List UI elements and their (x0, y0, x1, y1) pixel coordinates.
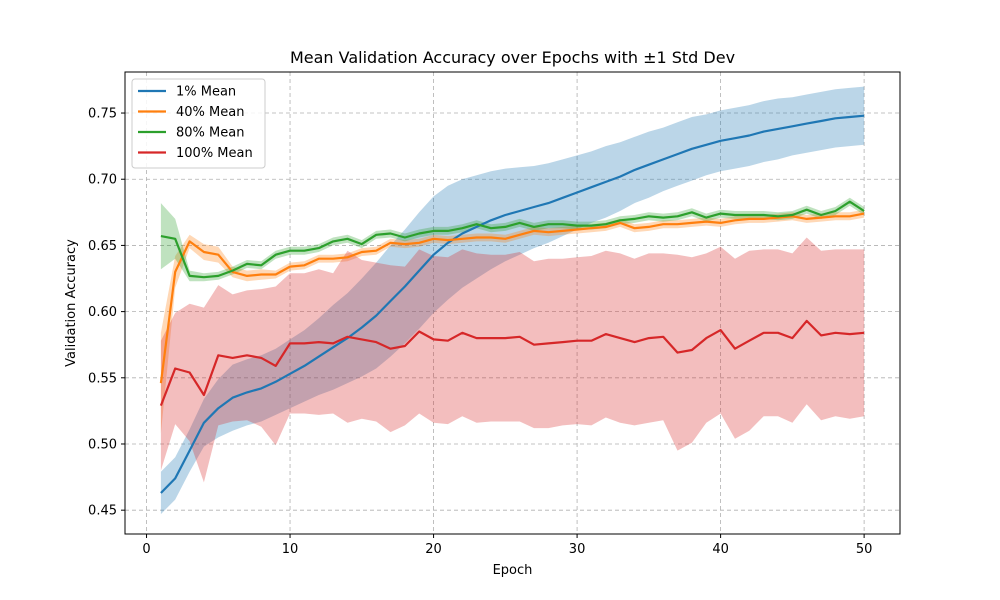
series-line-80pct-mean (160, 200, 865, 279)
series-lines (159, 114, 865, 494)
y-tick-label: 0.45 (88, 504, 117, 519)
y-axis-label: Validation Accuracy (64, 239, 79, 367)
y-tick-label: 0.50 (88, 437, 117, 452)
legend-label-100pct-mean: 100% Mean (176, 146, 253, 161)
legend-label-1pct-mean: 1% Mean (176, 85, 236, 100)
std-band-80pct-mean (160, 197, 865, 282)
y-tick-label: 0.60 (88, 305, 117, 320)
std-band-1pct-mean (160, 86, 865, 515)
legend-label-40pct-mean: 40% Mean (176, 105, 244, 120)
y-tick-label: 0.55 (88, 371, 117, 386)
legend-label-80pct-mean: 80% Mean (176, 126, 244, 141)
series-line-1pct-mean (160, 114, 865, 494)
x-tick-label: 0 (142, 542, 150, 557)
axis-ticks: 0 10 20 30 40 50 0.45 0.50 0.55 0.60 0.65 0.70 0.75 (88, 107, 872, 557)
x-tick-label: 50 (856, 542, 873, 557)
std-band-100pct-mean (160, 237, 865, 483)
series-line-100pct-mean (159, 319, 865, 406)
x-tick-label: 20 (425, 542, 442, 557)
grid-lines (125, 72, 900, 534)
y-tick-label: 0.65 (88, 239, 117, 254)
chart-title: Mean Validation Accuracy over Epochs wit… (290, 48, 735, 67)
x-tick-label: 40 (712, 542, 729, 557)
plot-frame (124, 71, 901, 535)
y-tick-label: 0.75 (88, 107, 117, 122)
x-tick-label: 10 (282, 542, 299, 557)
x-axis-label: Epoch (493, 563, 533, 578)
legend-box (131, 78, 266, 169)
legend: 1% Mean 40% Mean 80% Mean 100% Mean (131, 78, 266, 169)
y-tick-label: 0.70 (88, 173, 117, 188)
series-line-40pct-mean (159, 212, 865, 384)
x-tick-label: 30 (569, 542, 586, 557)
std-bands (160, 86, 865, 515)
